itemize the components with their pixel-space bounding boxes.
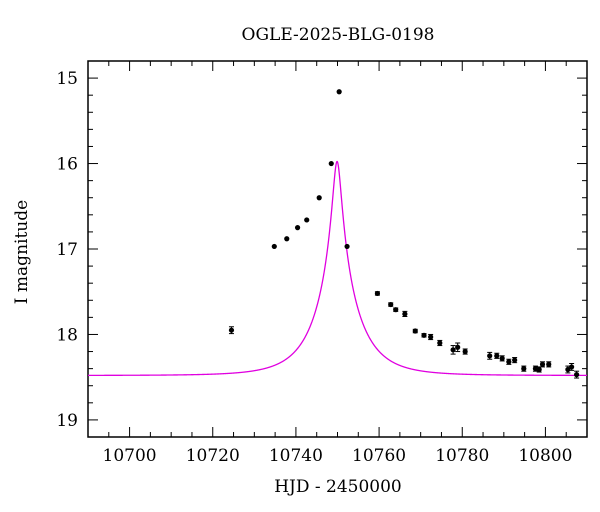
data-point [388, 301, 394, 308]
data-point [437, 340, 443, 346]
data-point [374, 290, 381, 297]
y-tick-label: 15 [56, 69, 78, 89]
x-tick-label: 10760 [352, 446, 406, 466]
data-point [521, 366, 527, 372]
data-point [421, 332, 427, 338]
data-points [228, 89, 580, 379]
data-point [228, 327, 235, 333]
y-tick-label: 16 [56, 155, 78, 175]
data-point [512, 357, 518, 363]
data-point [574, 372, 580, 378]
tick-labels: 10700 10720 10740 10760 10780 10800 15 16 17 18 19 [56, 69, 572, 466]
data-point [271, 243, 277, 250]
data-point [455, 344, 461, 350]
data-point [569, 364, 575, 370]
x-axis-label: HJD - 2450000 [274, 477, 402, 497]
x-tick-label: 10800 [518, 446, 572, 466]
data-point [344, 243, 350, 250]
axis-ticks [87, 60, 588, 438]
data-point [450, 347, 456, 353]
y-tick-label: 19 [56, 411, 78, 431]
data-point [487, 353, 493, 359]
data-point [393, 307, 399, 313]
data-point [294, 225, 301, 231]
x-tick-label: 10740 [269, 446, 323, 466]
data-point [536, 366, 542, 373]
data-point [494, 353, 500, 359]
model-curve [88, 160, 587, 377]
y-axis-label: I magnitude [12, 200, 32, 304]
chart-title: OGLE-2025-BLG-0198 [242, 25, 435, 45]
data-point [316, 195, 322, 201]
data-point [428, 334, 434, 340]
data-point [462, 348, 468, 355]
data-point [546, 361, 552, 367]
x-tick-label: 10780 [435, 446, 489, 466]
data-point [336, 89, 342, 95]
data-point [284, 236, 290, 242]
data-point [412, 328, 418, 334]
plot-frame [87, 60, 588, 438]
x-tick-label: 10720 [186, 446, 240, 466]
data-point [499, 355, 505, 361]
y-tick-label: 18 [56, 325, 78, 345]
data-point [328, 160, 334, 167]
x-tick-label: 10700 [103, 446, 157, 466]
data-point [304, 217, 310, 223]
data-point [402, 311, 408, 317]
data-point [539, 361, 546, 367]
y-tick-label: 17 [56, 240, 78, 260]
data-point [506, 359, 512, 365]
